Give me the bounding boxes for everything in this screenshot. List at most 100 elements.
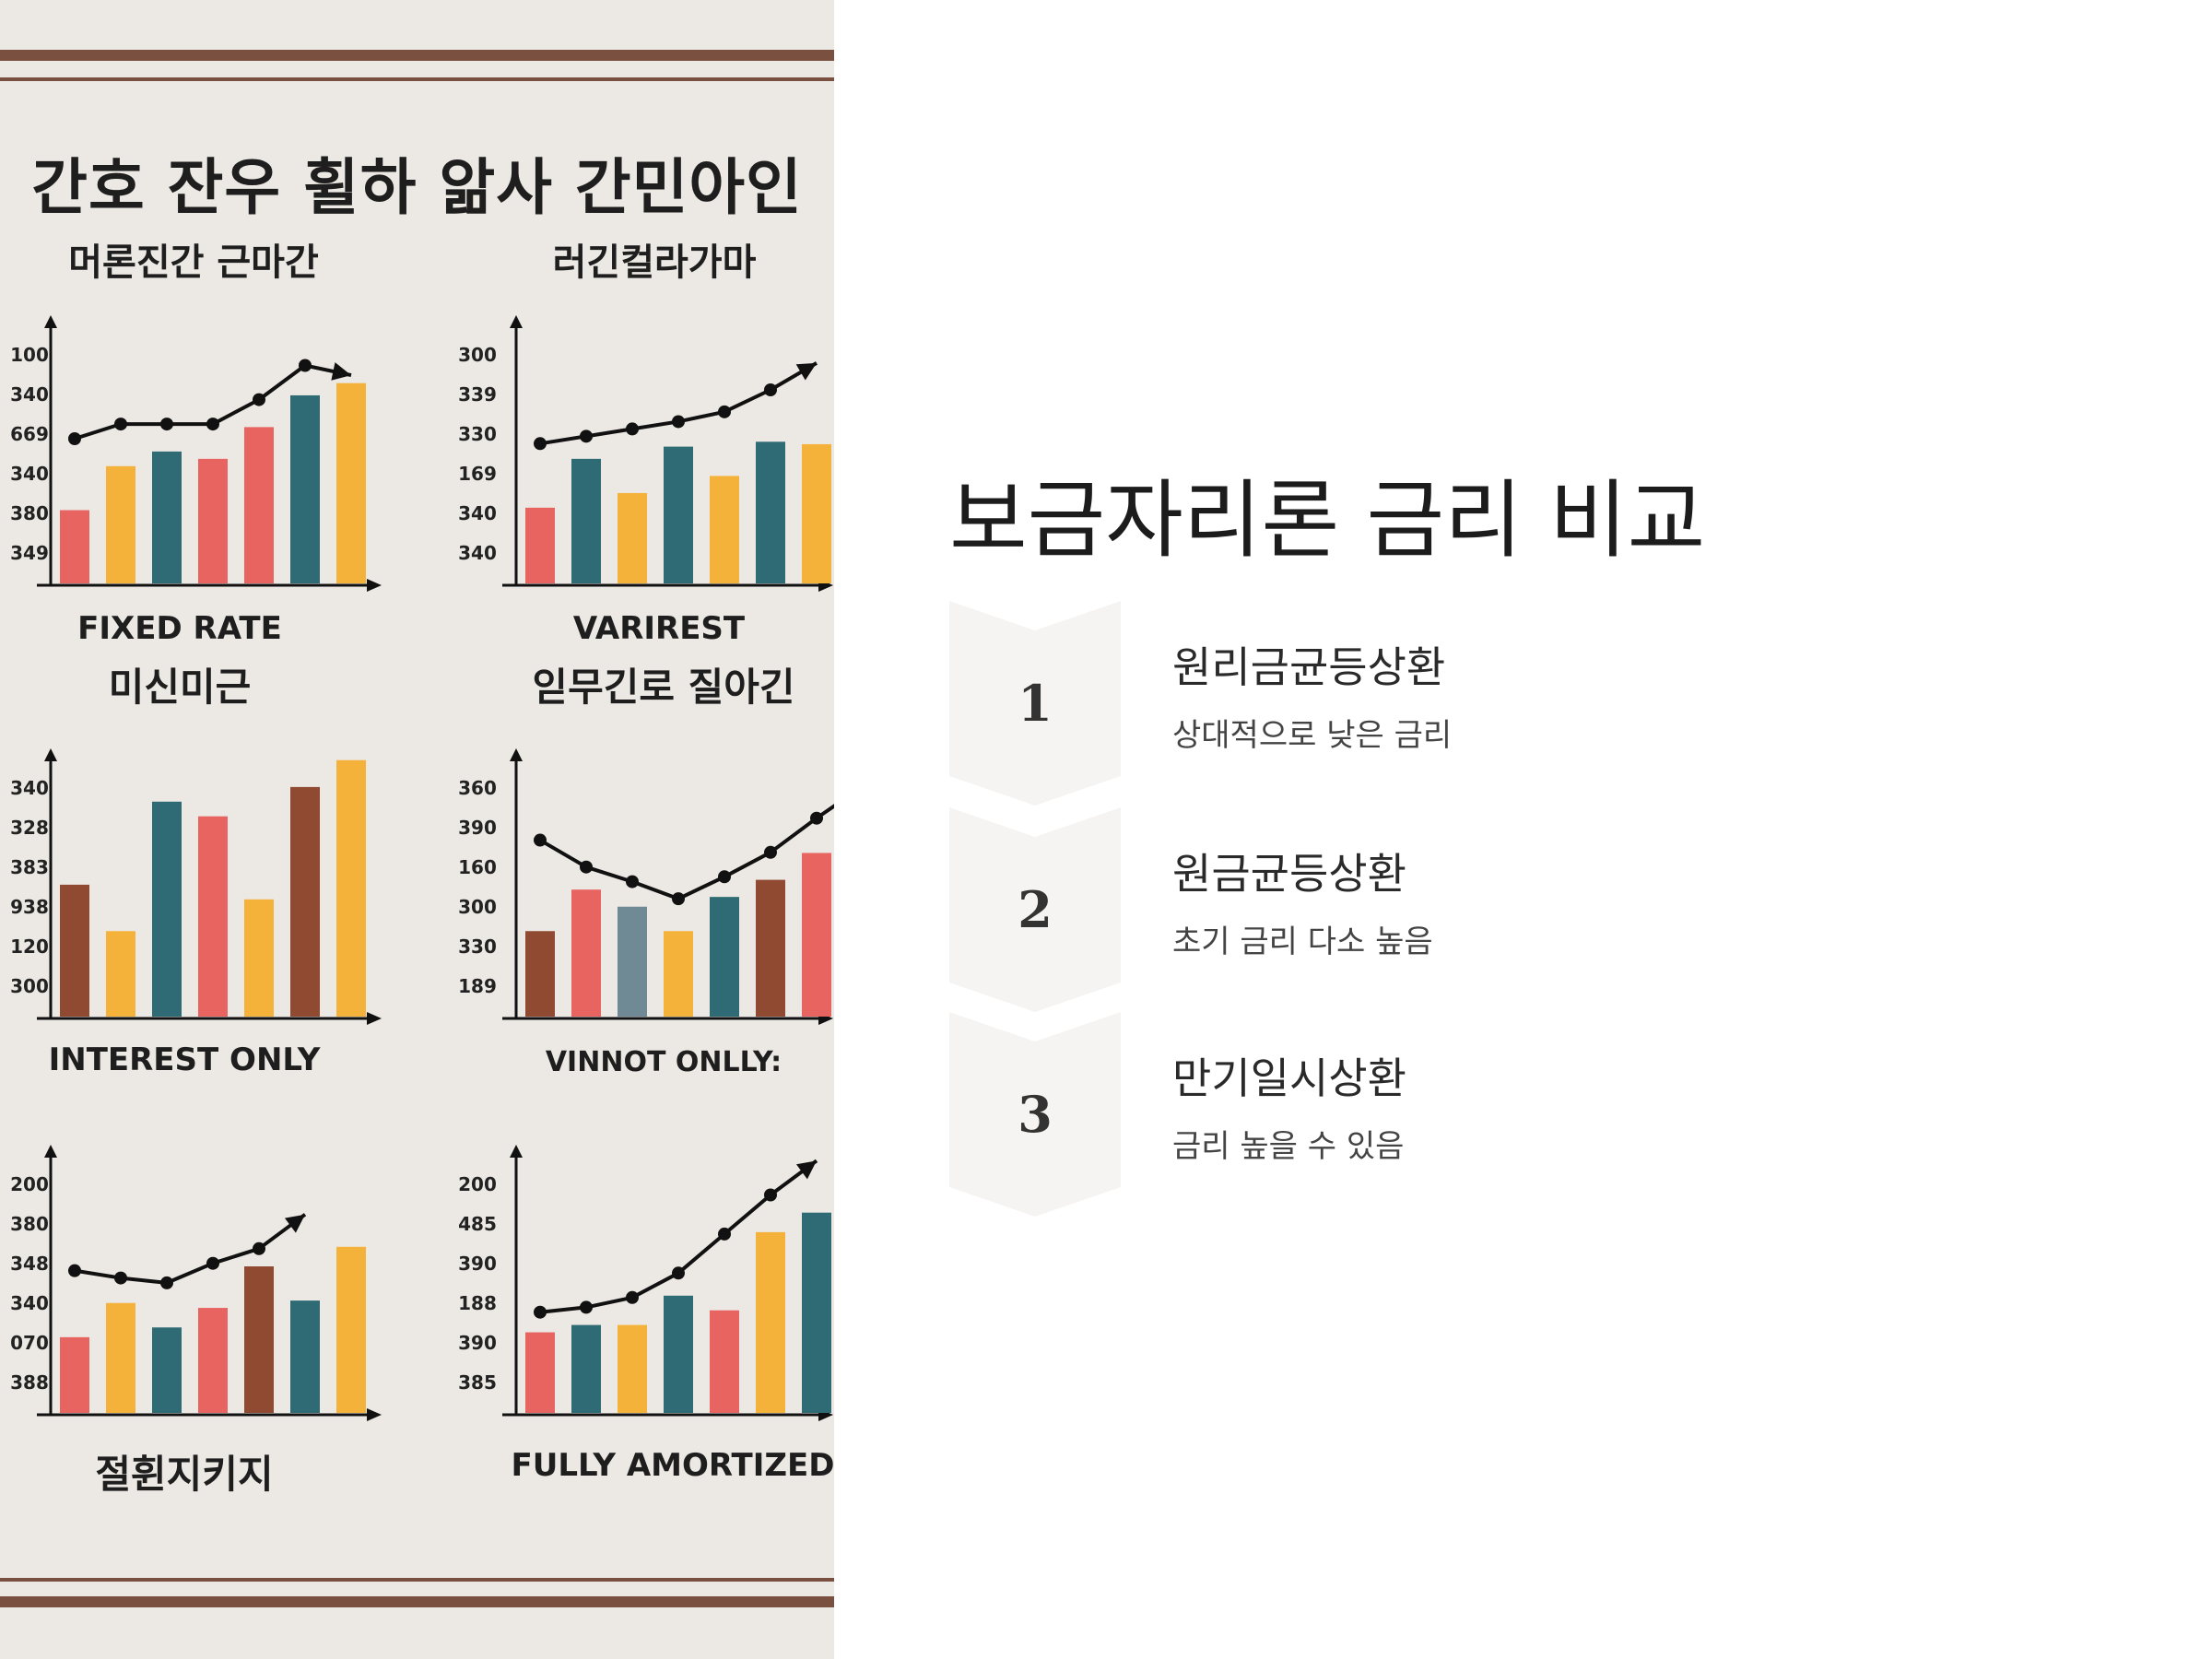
tick-label: 340 xyxy=(458,542,497,564)
trend-point xyxy=(580,429,593,443)
chart-vinnot: 360 390 160 300 330 189 xyxy=(458,748,834,1025)
bar xyxy=(336,1246,366,1413)
bar xyxy=(152,801,182,1017)
bar xyxy=(710,1310,739,1413)
page-heading: 보금자리론 금리 비교 xyxy=(949,471,1706,570)
trend-point xyxy=(206,1256,219,1270)
bar xyxy=(802,443,831,583)
tick-label: 340 xyxy=(458,502,497,524)
bar xyxy=(618,906,647,1017)
bar xyxy=(618,1324,647,1413)
caption-korean-3: 절휜지키지 xyxy=(95,1452,274,1497)
chevron-marker xyxy=(949,807,1121,1012)
poster-image: 간호 잔우 휠하 앎사 간민아인 머론진간 근마간 러긴컬라가마 100 340 6… xyxy=(0,0,834,1659)
tick-label: 330 xyxy=(458,423,497,445)
trend-point xyxy=(810,811,823,825)
bar xyxy=(60,1336,89,1413)
tick-label: 160 xyxy=(458,856,497,878)
tick-label: 390 xyxy=(458,1332,497,1354)
tick-label: 188 xyxy=(458,1292,497,1314)
bar xyxy=(756,441,785,583)
trend-point xyxy=(626,1290,639,1304)
step-description: 금리 높을 수 있음 xyxy=(1172,1128,1405,1165)
tick-label: 360 xyxy=(458,777,497,799)
chevron-marker xyxy=(949,601,1121,806)
caption-fixed-rate: FIXED RATE xyxy=(77,610,282,647)
bar xyxy=(198,816,228,1017)
tick-label: 328 xyxy=(10,817,49,839)
tick-label: 339 xyxy=(458,383,497,406)
trend-point xyxy=(114,1271,127,1285)
bar xyxy=(198,1308,228,1413)
bar xyxy=(106,465,135,583)
caption-fully-amortized: FULLY AMORTIZED xyxy=(511,1447,835,1484)
y-axis-arrow xyxy=(44,1145,57,1158)
bar xyxy=(664,1295,693,1413)
step-title: 원리금균등상환 xyxy=(1172,642,1446,692)
trend-arrow xyxy=(284,1214,305,1233)
bar xyxy=(290,394,320,583)
bar xyxy=(756,1231,785,1413)
y-axis-arrow xyxy=(44,315,57,328)
trend-line xyxy=(538,804,834,901)
bottom-rule-thin xyxy=(0,1578,834,1582)
trend-point xyxy=(718,1227,731,1241)
trend-point xyxy=(718,405,731,418)
bar xyxy=(244,1266,274,1413)
bottom-rule-thick xyxy=(0,1596,834,1607)
trend-point xyxy=(672,415,685,429)
bar xyxy=(244,899,274,1017)
tick-label: 340 xyxy=(10,383,49,406)
trend-point xyxy=(534,437,547,451)
bar xyxy=(152,1327,182,1413)
bar xyxy=(618,492,647,583)
tick-label: 388 xyxy=(10,1371,49,1394)
trend-point xyxy=(534,1305,547,1319)
poster-subtitle-left: 머론진간 근마간 xyxy=(68,241,319,284)
bar xyxy=(60,884,89,1017)
step-description: 초기 금리 다소 높음 xyxy=(1172,924,1433,960)
x-axis-arrow xyxy=(367,1012,382,1025)
tick-label: 380 xyxy=(10,1213,49,1235)
bar xyxy=(152,451,182,583)
trend-point xyxy=(764,383,777,396)
bar xyxy=(525,1332,555,1413)
tick-label: 385 xyxy=(458,1371,497,1394)
chart-fixed-rate: 100 340 669 340 380 349 xyxy=(10,315,382,592)
trend-point xyxy=(253,393,265,406)
bar xyxy=(571,458,601,583)
trend-point xyxy=(534,833,547,847)
chevron-marker xyxy=(949,1012,1121,1217)
chart-interest-only: 340 328 383 938 120 300 xyxy=(10,748,382,1025)
y-axis-arrow xyxy=(510,748,523,761)
poster-subtitle-right: 러긴컬라가마 xyxy=(552,241,757,284)
trend-point xyxy=(160,418,173,431)
tick-label: 938 xyxy=(10,896,49,918)
tick-label: 340 xyxy=(10,777,49,799)
bar xyxy=(664,931,693,1017)
tick-label: 340 xyxy=(10,463,49,485)
trend-point xyxy=(764,845,777,859)
trend-arrow xyxy=(795,362,817,381)
trend-arrow xyxy=(795,1160,817,1180)
bar xyxy=(710,897,739,1017)
tick-label: 340 xyxy=(10,1292,49,1314)
tick-label: 300 xyxy=(458,896,497,918)
top-rule-thick xyxy=(0,50,834,61)
tick-label: 300 xyxy=(10,975,49,997)
caption-interest-only: INTEREST ONLY xyxy=(48,1041,321,1078)
step-number: 2 xyxy=(1018,880,1053,939)
tick-label: 348 xyxy=(10,1253,49,1275)
step-number: 1 xyxy=(1018,674,1053,733)
trend-point xyxy=(160,1276,173,1289)
bar xyxy=(710,476,739,583)
tick-label: 390 xyxy=(458,1253,497,1275)
bar xyxy=(336,382,366,583)
bar xyxy=(106,1302,135,1413)
trend-point xyxy=(114,418,127,431)
trend-point xyxy=(672,892,685,906)
trend-point xyxy=(672,1266,685,1280)
tick-label: 349 xyxy=(10,542,49,564)
tick-label: 380 xyxy=(10,502,49,524)
tick-label: 070 xyxy=(10,1332,49,1354)
